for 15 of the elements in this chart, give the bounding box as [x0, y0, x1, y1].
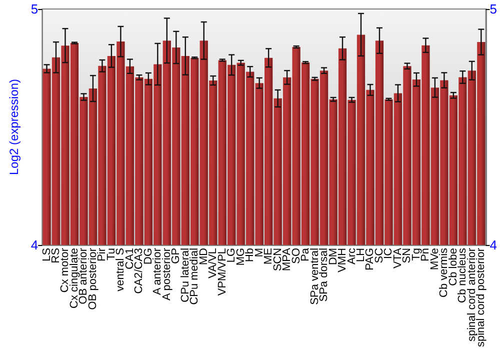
x-tick-label: spinal cord posterior: [475, 248, 488, 348]
y2-tick-label: 5: [490, 2, 498, 16]
x-tick-label: SC: [373, 248, 386, 264]
y2-tick-label: 4: [490, 237, 498, 252]
y-axis-title: Log2 (expression): [7, 78, 21, 176]
x-tick-label: IC: [382, 248, 395, 259]
x-tick-label: Cb lobe: [447, 248, 460, 286]
x-tick-label: DG: [142, 248, 154, 264]
x-tick-label: SO: [290, 248, 302, 264]
x-tick-label: GP: [170, 248, 182, 264]
x-tick-label: SCN: [272, 248, 284, 272]
x-tick-label: CPu medial: [188, 248, 201, 305]
x-tick-label: RS: [50, 248, 62, 264]
x-tick-label: Pa: [300, 247, 312, 262]
x-tick-label: Pir: [96, 248, 108, 262]
